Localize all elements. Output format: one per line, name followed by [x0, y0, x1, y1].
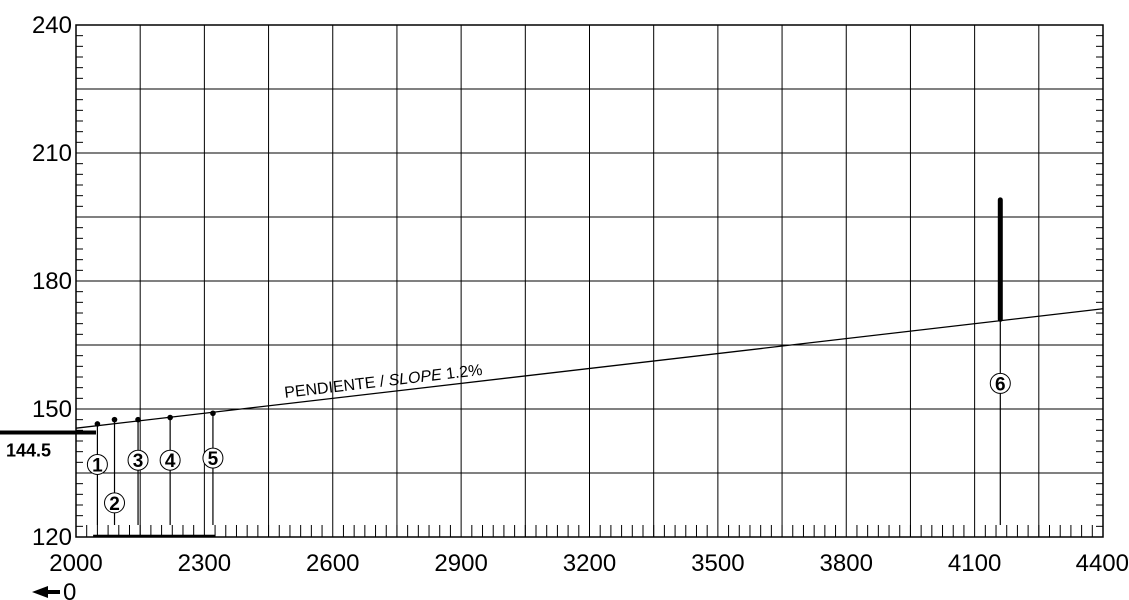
marker-4: 4	[159, 414, 181, 525]
markers: 123 4 56	[86, 197, 1011, 525]
y-tick-label: 180	[32, 268, 72, 295]
axis-labels: 2000 2300 2600 2900 3200 3500 3800 4100 4400 120 1…	[32, 12, 1129, 577]
marker-label: 2	[109, 494, 120, 515]
origin-label: 0	[63, 579, 76, 600]
marker-circle	[989, 372, 1011, 394]
x-tick-label: 4400	[1076, 550, 1129, 577]
marker-1: 1	[86, 421, 108, 525]
x-tick-label: 2300	[178, 550, 231, 577]
marker-dot	[111, 416, 118, 423]
slope-label-italic: SLOPE	[388, 367, 443, 390]
marker-6: 6	[989, 197, 1011, 525]
x-tick-label: 2900	[434, 550, 487, 577]
x-tick-label: 4100	[948, 550, 1001, 577]
low-box-base	[93, 534, 216, 537]
minor-ticks	[76, 24, 1103, 538]
x-tick-label: 3200	[563, 550, 616, 577]
marker-5: 5	[202, 410, 224, 525]
y-tick-label: 210	[32, 140, 72, 167]
marker-circle	[127, 449, 149, 471]
origin-indicator: 0	[32, 579, 76, 600]
y-tick-label: 120	[32, 524, 72, 551]
marker-label: 4	[165, 451, 176, 472]
marker-circle	[159, 449, 181, 471]
reference-label: 144.5	[6, 440, 51, 460]
low-box	[93, 534, 216, 537]
x-tick-label: 3500	[691, 550, 744, 577]
y-tick-label: 240	[32, 12, 72, 39]
x-tick-label: 2600	[306, 550, 359, 577]
slope-label-suffix: 1.2%	[441, 362, 484, 384]
marker-circle	[202, 447, 224, 469]
y-tick-label: 150	[32, 396, 72, 423]
marker-label: 3	[133, 451, 144, 472]
grid	[75, 24, 1104, 538]
marker-2: 2	[104, 416, 126, 525]
slope-line	[75, 308, 1104, 429]
marker-circle	[86, 453, 108, 475]
marker-3: 3	[127, 416, 149, 525]
x-tick-label: 2000	[49, 550, 102, 577]
x-tick-label: 3800	[820, 550, 873, 577]
slope-label: PENDIENTE / SLOPE 1.2%	[283, 362, 483, 402]
marker-label: 1	[92, 455, 103, 476]
marker-dot	[210, 410, 216, 417]
marker-label: 6	[995, 374, 1006, 395]
left-arrow-icon	[32, 586, 60, 598]
marker-circle	[104, 492, 126, 514]
reference-level: 144.5	[0, 430, 96, 460]
marker-label: 5	[208, 449, 219, 470]
